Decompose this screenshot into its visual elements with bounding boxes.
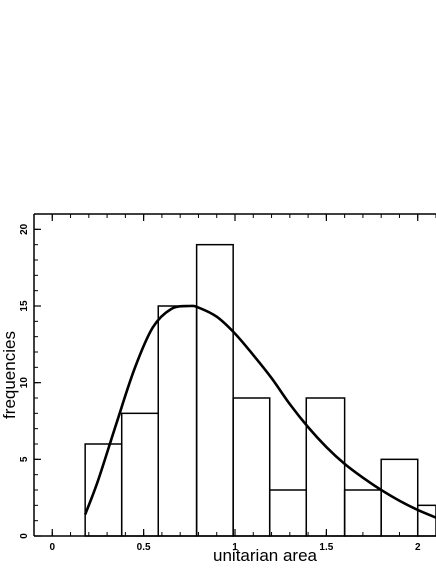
y-tick-label-2: 5: [19, 456, 30, 462]
x-tick-label-1: 0: [49, 542, 55, 553]
y-tick-label-5: 20: [19, 223, 30, 235]
histogram-bar-2: [120, 412, 160, 537]
histogram-bar-9: [380, 458, 419, 537]
histogram-bar-3: [157, 305, 198, 537]
y-tick-label-4: 15: [19, 300, 30, 312]
histogram-bar-6: [268, 489, 308, 537]
histogram-bar-5: [232, 397, 271, 537]
y-axis-label: frequencies: [0, 331, 19, 419]
x-tick-label-5: 2: [415, 542, 421, 553]
y-tick-label-3: 10: [19, 377, 30, 389]
histogram-bar-7: [305, 397, 346, 537]
fit-curve: [83, 304, 436, 519]
histogram-bar-8: [343, 489, 382, 537]
x-tick-label-2: 0.5: [137, 542, 151, 553]
fit-curve-layer: [83, 304, 436, 519]
histogram-bar-4: [195, 243, 234, 537]
histogram-bar-1: [84, 443, 123, 537]
x-tick-label-3: 1: [232, 542, 238, 553]
axis-labels: unitarian area frequencies: [0, 331, 318, 565]
x-axis-label: unitarian area: [213, 546, 318, 564]
y-tick-label-1: 0: [19, 533, 30, 539]
x-tick-label-4: 1.5: [319, 542, 333, 553]
